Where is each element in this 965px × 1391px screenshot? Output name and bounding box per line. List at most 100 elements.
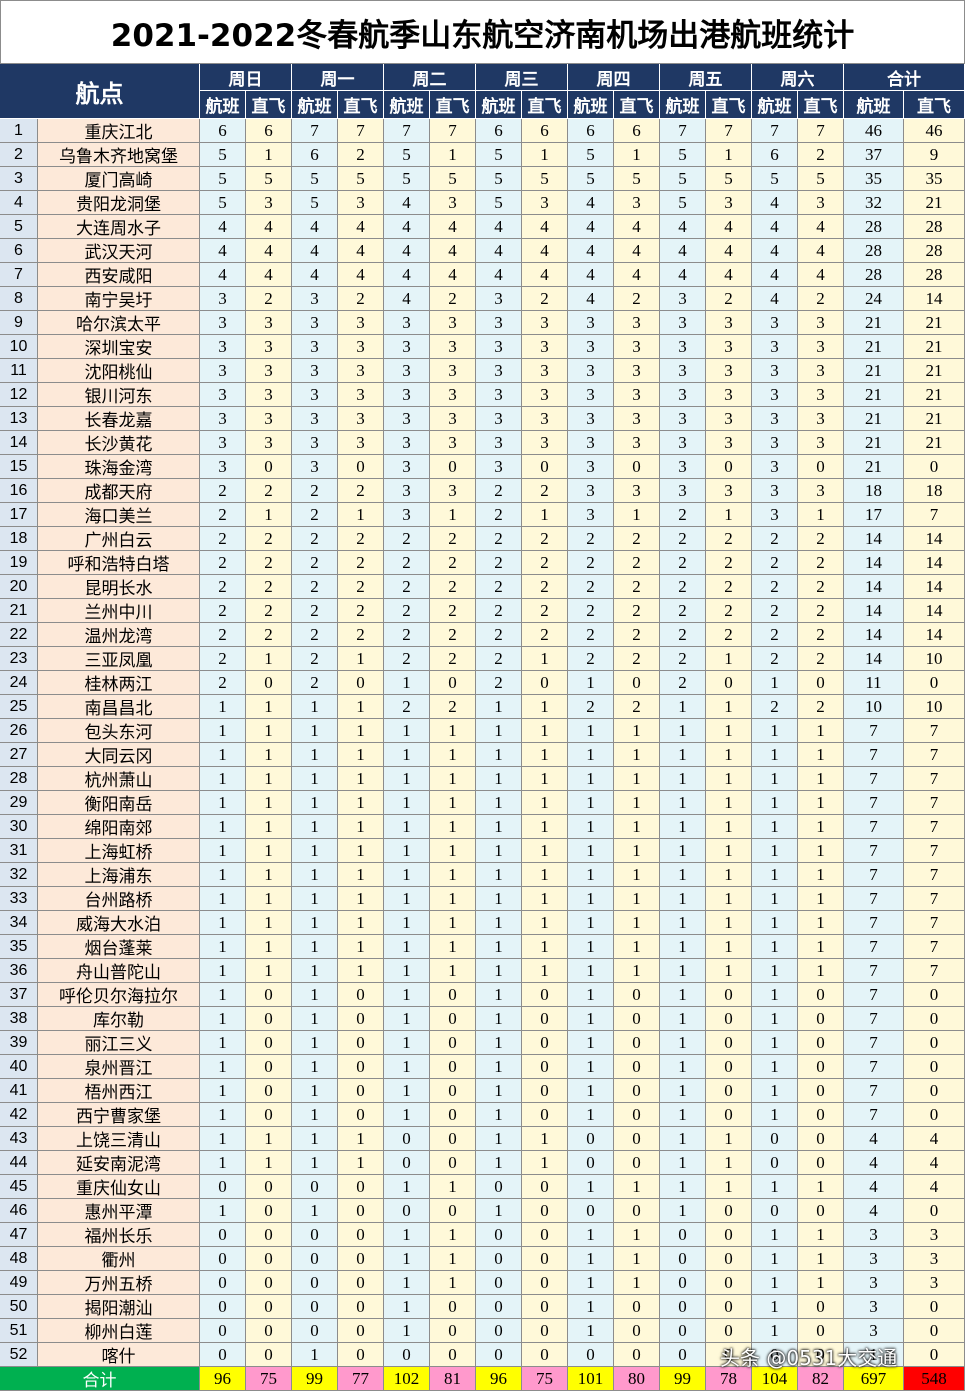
flight-count: 0 bbox=[904, 1103, 965, 1127]
group-header: 周二 bbox=[384, 64, 476, 91]
flight-count: 0 bbox=[706, 1271, 752, 1295]
flight-count: 1 bbox=[752, 1175, 798, 1199]
flight-count: 3 bbox=[798, 407, 844, 431]
flight-count: 21 bbox=[904, 335, 965, 359]
sub-header: 航班 bbox=[844, 91, 904, 119]
flight-count: 7 bbox=[844, 983, 904, 1007]
flight-count: 3 bbox=[706, 311, 752, 335]
row-number: 15 bbox=[0, 455, 38, 479]
airport-name: 重庆江北 bbox=[38, 119, 200, 143]
flight-count: 3 bbox=[706, 479, 752, 503]
flight-count: 7 bbox=[904, 743, 965, 767]
flight-count: 3 bbox=[614, 479, 660, 503]
flight-count: 0 bbox=[798, 1343, 844, 1367]
flight-count: 0 bbox=[522, 1271, 568, 1295]
flight-count: 4 bbox=[200, 263, 246, 287]
flight-count: 0 bbox=[614, 1103, 660, 1127]
flight-count: 2 bbox=[522, 479, 568, 503]
flight-count: 0 bbox=[292, 1271, 338, 1295]
flight-count: 2 bbox=[200, 503, 246, 527]
flight-count: 1 bbox=[246, 1151, 292, 1175]
flight-count: 0 bbox=[430, 1199, 476, 1223]
airport-name: 西宁曹家堡 bbox=[38, 1103, 200, 1127]
flight-count: 1 bbox=[246, 695, 292, 719]
flight-count: 7 bbox=[844, 719, 904, 743]
flight-count: 2 bbox=[384, 575, 430, 599]
flight-count: 3 bbox=[200, 359, 246, 383]
flight-count: 1 bbox=[338, 959, 384, 983]
row-number: 40 bbox=[0, 1055, 38, 1079]
flight-count: 3 bbox=[752, 359, 798, 383]
flight-count: 0 bbox=[476, 1295, 522, 1319]
row-number: 42 bbox=[0, 1103, 38, 1127]
flight-count: 1 bbox=[522, 815, 568, 839]
flight-count: 2 bbox=[338, 623, 384, 647]
flight-count: 14 bbox=[844, 647, 904, 671]
flight-count: 5 bbox=[568, 143, 614, 167]
flight-count: 0 bbox=[384, 1199, 430, 1223]
flight-count: 0 bbox=[568, 1127, 614, 1151]
flight-count: 0 bbox=[430, 983, 476, 1007]
flight-count: 0 bbox=[706, 671, 752, 695]
flight-count: 1 bbox=[292, 767, 338, 791]
row-number: 31 bbox=[0, 839, 38, 863]
flight-count: 0 bbox=[430, 1295, 476, 1319]
flight-count: 2 bbox=[568, 647, 614, 671]
flight-count: 3 bbox=[476, 383, 522, 407]
flight-count: 1 bbox=[338, 791, 384, 815]
flight-count: 2 bbox=[476, 479, 522, 503]
flight-count: 4 bbox=[844, 1127, 904, 1151]
flight-count: 0 bbox=[476, 1247, 522, 1271]
flight-count: 1 bbox=[614, 815, 660, 839]
flight-count: 1 bbox=[798, 791, 844, 815]
flight-count: 1 bbox=[338, 887, 384, 911]
flight-count: 4 bbox=[384, 263, 430, 287]
flight-count: 0 bbox=[246, 1319, 292, 1343]
flight-count: 0 bbox=[522, 1007, 568, 1031]
flight-count: 3 bbox=[752, 335, 798, 359]
sub-header: 航班 bbox=[752, 91, 798, 119]
flight-count: 3 bbox=[752, 383, 798, 407]
flight-count: 3 bbox=[338, 335, 384, 359]
flight-count: 0 bbox=[706, 1223, 752, 1247]
flight-count: 1 bbox=[292, 695, 338, 719]
flight-count: 1 bbox=[384, 1271, 430, 1295]
flight-count: 21 bbox=[904, 359, 965, 383]
flight-count: 1 bbox=[430, 503, 476, 527]
airport-name: 延安南泥湾 bbox=[38, 1151, 200, 1175]
flight-count: 1 bbox=[246, 911, 292, 935]
flight-count: 0 bbox=[568, 1199, 614, 1223]
flight-count: 2 bbox=[292, 503, 338, 527]
flight-count: 4 bbox=[430, 239, 476, 263]
flight-count: 7 bbox=[844, 887, 904, 911]
flight-count: 1 bbox=[338, 839, 384, 863]
flight-count: 4 bbox=[844, 1151, 904, 1175]
row-number: 12 bbox=[0, 383, 38, 407]
flight-count: 4 bbox=[706, 263, 752, 287]
flight-count: 0 bbox=[384, 1343, 430, 1367]
flight-count: 1 bbox=[430, 935, 476, 959]
airport-name: 长沙黄花 bbox=[38, 431, 200, 455]
flight-count: 1 bbox=[384, 743, 430, 767]
flight-count: 0 bbox=[614, 1055, 660, 1079]
flight-count: 2 bbox=[476, 575, 522, 599]
flight-count: 1 bbox=[338, 1151, 384, 1175]
flight-count: 1 bbox=[660, 1127, 706, 1151]
flight-count: 2 bbox=[752, 623, 798, 647]
flight-count: 3 bbox=[384, 431, 430, 455]
flight-count: 1 bbox=[384, 815, 430, 839]
flight-count: 4 bbox=[476, 239, 522, 263]
flight-count: 3 bbox=[476, 431, 522, 455]
row-number: 32 bbox=[0, 863, 38, 887]
flight-count: 4 bbox=[844, 1199, 904, 1223]
flight-count: 1 bbox=[568, 1007, 614, 1031]
flight-count: 1 bbox=[246, 743, 292, 767]
flight-count: 0 bbox=[200, 1247, 246, 1271]
flight-count: 1 bbox=[798, 839, 844, 863]
flight-count: 7 bbox=[904, 959, 965, 983]
flight-count: 7 bbox=[844, 1031, 904, 1055]
flight-count: 2 bbox=[660, 623, 706, 647]
airport-name: 海口美兰 bbox=[38, 503, 200, 527]
airport-name: 上海虹桥 bbox=[38, 839, 200, 863]
sub-header: 航班 bbox=[568, 91, 614, 119]
